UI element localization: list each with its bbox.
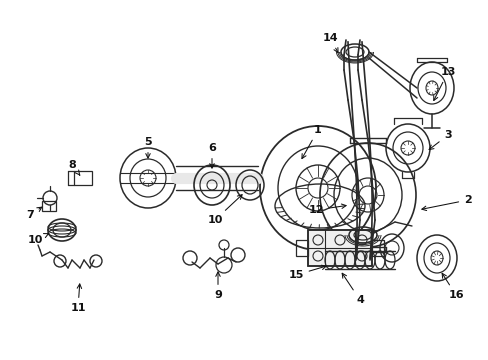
- Text: 15: 15: [288, 265, 325, 280]
- Text: 10: 10: [207, 195, 242, 225]
- Text: 7: 7: [26, 207, 41, 220]
- Text: 4: 4: [342, 273, 363, 305]
- Text: 9: 9: [214, 272, 222, 300]
- Bar: [307, 230, 371, 266]
- Bar: [371, 240, 383, 256]
- Text: 13: 13: [433, 67, 455, 100]
- Text: 8: 8: [68, 160, 80, 175]
- Text: 12: 12: [307, 204, 346, 215]
- Text: 14: 14: [322, 33, 337, 53]
- Text: 2: 2: [421, 195, 471, 211]
- Text: 11: 11: [70, 284, 85, 313]
- Bar: [295, 240, 307, 256]
- Text: 10: 10: [27, 234, 48, 245]
- Text: 3: 3: [428, 130, 451, 150]
- Text: 5: 5: [144, 137, 151, 158]
- Text: 16: 16: [441, 273, 463, 300]
- Bar: [307, 230, 371, 266]
- Bar: [74, 171, 92, 185]
- Text: 1: 1: [301, 125, 321, 158]
- Text: 6: 6: [207, 143, 216, 168]
- Bar: [42, 201, 56, 211]
